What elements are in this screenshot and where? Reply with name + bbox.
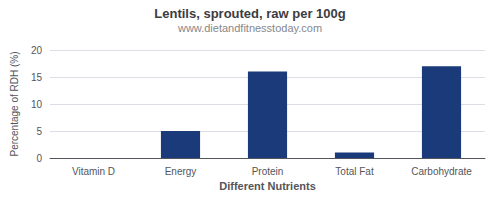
svg-text:www.dietandfitnesstoday.com: www.dietandfitnesstoday.com: [177, 22, 322, 34]
svg-text:15: 15: [31, 72, 43, 83]
svg-text:Lentils, sprouted, raw per 100: Lentils, sprouted, raw per 100g: [154, 6, 345, 21]
svg-text:5: 5: [36, 126, 42, 137]
svg-text:10: 10: [31, 99, 43, 110]
svg-text:20: 20: [31, 45, 43, 56]
svg-text:Vitamin D: Vitamin D: [72, 166, 115, 177]
svg-text:Protein: Protein: [252, 166, 284, 177]
svg-text:Total Fat: Total Fat: [335, 166, 374, 177]
svg-text:Carbohydrate: Carbohydrate: [411, 166, 472, 177]
svg-text:Percentage of RDH (%): Percentage of RDH (%): [9, 51, 20, 156]
svg-text:Energy: Energy: [165, 166, 197, 177]
svg-text:Different Nutrients: Different Nutrients: [219, 180, 316, 192]
svg-text:0: 0: [36, 153, 42, 164]
